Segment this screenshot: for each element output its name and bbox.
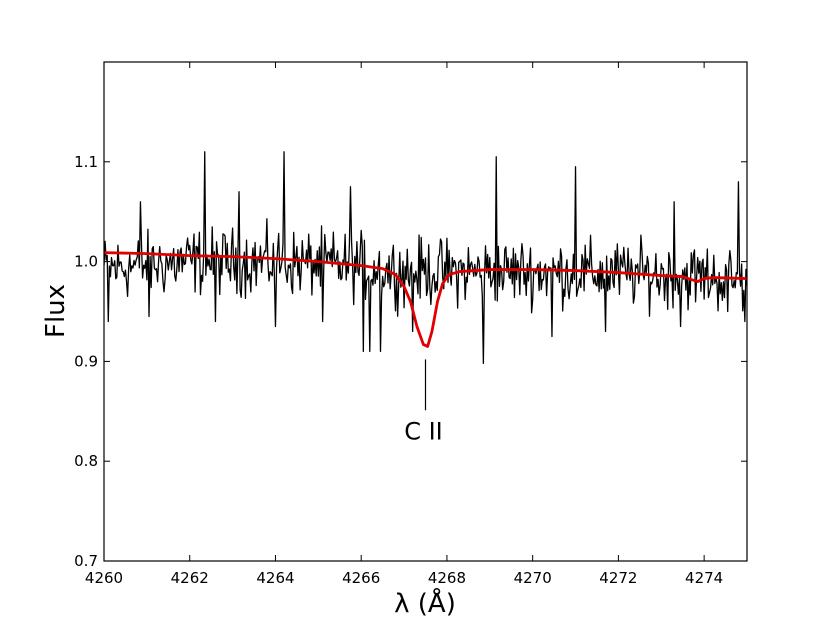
x-tick-label: 4262 bbox=[171, 569, 209, 587]
annotation-label: C II bbox=[404, 417, 443, 445]
y-tick-label: 1.0 bbox=[74, 253, 98, 271]
x-tick-label: 4270 bbox=[514, 569, 552, 587]
model-fit-line bbox=[104, 251, 747, 348]
x-tick-label: 4274 bbox=[685, 569, 723, 587]
x-axis-ticks: 4260 4262 4264 4266 4268 4270 4272 4274 bbox=[85, 62, 723, 587]
x-axis-label: λ (Å) bbox=[394, 587, 456, 619]
y-axis-ticks: 0.7 0.8 0.9 1.0 1.1 bbox=[74, 153, 747, 570]
x-tick-label: 4272 bbox=[599, 569, 637, 587]
y-tick-label: 0.9 bbox=[74, 352, 98, 370]
x-tick-label: 4260 bbox=[85, 569, 123, 587]
x-tick-label: 4264 bbox=[256, 569, 294, 587]
plot-frame bbox=[103, 61, 748, 562]
y-tick-label: 0.8 bbox=[74, 452, 98, 470]
x-tick-label: 4266 bbox=[342, 569, 380, 587]
annotation-layer: C II bbox=[404, 359, 443, 445]
y-tick-label: 1.1 bbox=[74, 153, 98, 171]
x-tick-label: 4268 bbox=[428, 569, 466, 587]
y-axis-label: Flux bbox=[41, 284, 71, 338]
plot-content bbox=[104, 151, 747, 365]
observed-spectrum-line bbox=[104, 151, 747, 365]
y-tick-label: 0.7 bbox=[74, 552, 98, 570]
